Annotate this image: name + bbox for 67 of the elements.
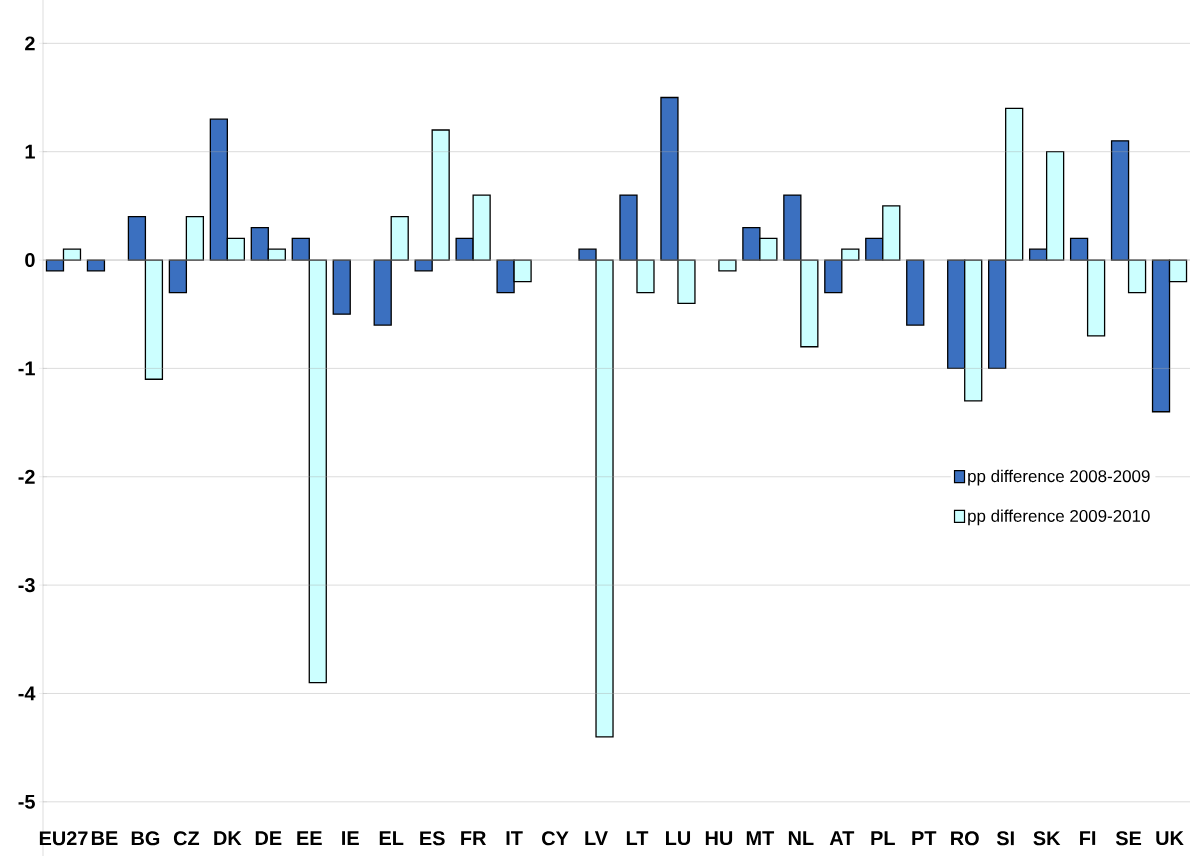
x-tick-label: DK [214,831,242,845]
y-tick-label: -4 [18,686,36,701]
x-tick-label: UK [1156,831,1184,846]
x-tick-label: BE [91,831,118,845]
x-tick-label: RO [951,831,979,846]
bar [800,259,819,348]
x-tick-label: EL [379,831,404,845]
x-tick-label: PT [912,831,937,845]
y-tick-label: 0 [25,253,35,268]
bar [1005,107,1024,261]
bar [308,259,327,684]
x-tick-label: IT [506,831,523,845]
legend-label: pp difference 2008-2009 [968,469,1150,486]
x-tick-label: AT [829,831,855,845]
x-tick-label: FR [461,831,487,845]
bar [636,259,655,294]
x-tick-label: EE [297,831,322,845]
bar [1069,237,1089,261]
y-tick-label: -1 [18,361,35,376]
bar [332,259,351,315]
x-tick-label: SI [996,831,1014,846]
x-tick-label: LT [626,831,649,845]
y-tick-label: -2 [18,469,35,484]
bar [414,259,433,272]
x-tick-label: LV [585,831,608,845]
bar [824,259,843,294]
bar [988,259,1007,370]
legend-label: pp difference 2009-2010 [968,509,1150,526]
y-tick-label: 1 [25,144,35,159]
x-tick-label: FI [1080,831,1096,845]
x-tick-label: SK [1033,831,1061,846]
bar [45,259,65,272]
y-tick-label: 2 [25,36,35,51]
x-tick-label: BG [131,831,160,846]
bar [718,259,737,272]
bar [127,216,147,261]
bar [185,216,205,261]
bar [168,259,188,294]
bar [1110,140,1130,261]
x-tick-label: DE [255,831,282,845]
x-tick-label: CY [542,831,569,846]
bar [619,194,638,261]
bar [373,259,392,326]
bar [660,96,679,261]
bar [906,259,925,326]
y-tick-label: -3 [18,578,35,593]
bar [144,259,164,380]
x-tick-label: IE [342,831,359,845]
x-tick-label: HU [705,831,733,846]
bar [783,194,802,261]
bar [431,129,450,261]
bar [1086,259,1106,337]
x-tick-label: LU [666,831,691,846]
bar [390,216,409,261]
bar [291,237,310,261]
y-tick-label: -5 [18,794,35,809]
bar [595,259,614,738]
bar [86,259,106,272]
bar [677,259,696,305]
x-tick-label: PL [871,831,895,845]
x-tick-label: ES [420,831,445,846]
x-tick-label: NL [788,831,814,845]
x-tick-label: EU27 [39,831,88,846]
x-tick-label: SE [1115,831,1142,846]
bar [1127,259,1147,294]
x-tick-label: CZ [173,831,200,846]
x-tick-label: MT [746,831,775,845]
